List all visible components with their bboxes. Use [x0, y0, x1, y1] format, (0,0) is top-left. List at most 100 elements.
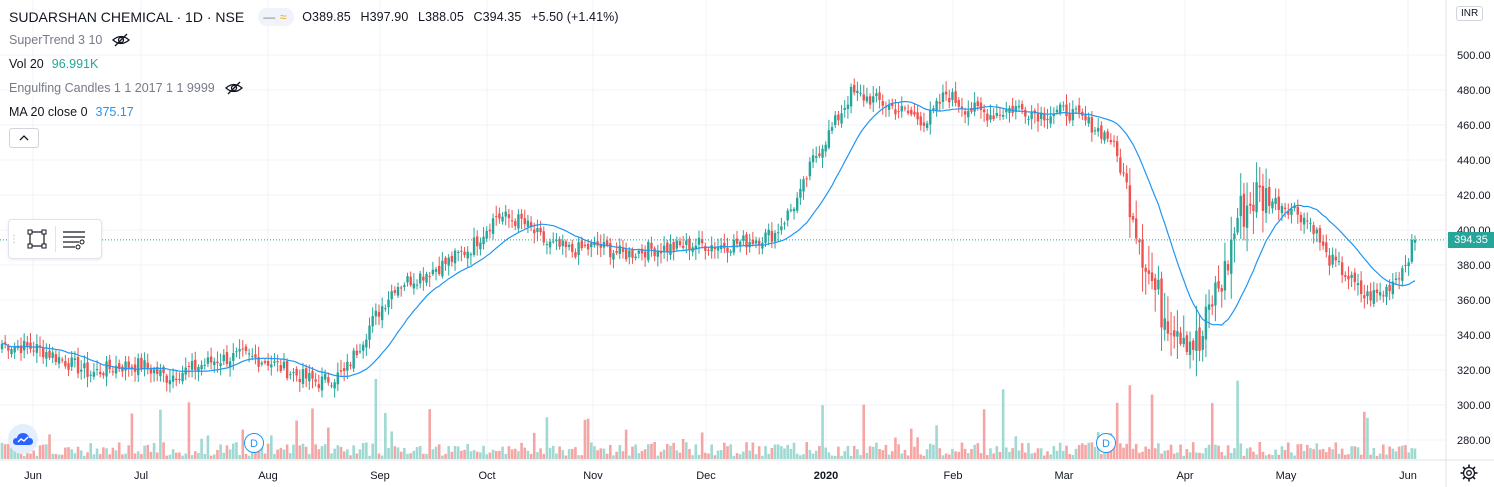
volume-bar	[371, 443, 374, 459]
candle-body	[254, 354, 257, 358]
volume-bar	[517, 451, 520, 459]
candle-body	[1173, 330, 1176, 337]
candle-body	[95, 369, 99, 371]
volume-bar	[723, 442, 726, 459]
candle-body	[640, 248, 644, 254]
volume-bar	[136, 451, 140, 459]
collapse-legend-button[interactable]	[9, 128, 39, 148]
engulfing-legend[interactable]: Engulfing Candles 1 1 2017 1 1 9999	[9, 78, 243, 98]
volume-bar	[599, 448, 603, 459]
ma-legend[interactable]: MA 20 close 0 375.17	[9, 102, 134, 122]
volume-bar	[415, 447, 419, 459]
volume-bar	[982, 409, 986, 459]
volume-bar	[406, 453, 409, 459]
drag-handle-icon[interactable]: ⋮	[9, 233, 19, 245]
y-tick-label: 320.00	[1457, 365, 1491, 377]
compare-icon[interactable]: ≈	[279, 10, 287, 24]
rectangle-tool-button[interactable]	[19, 223, 55, 255]
candle-body	[1131, 216, 1135, 220]
candle-body	[327, 377, 330, 383]
volume-bar	[966, 453, 970, 459]
candle-body	[187, 366, 191, 368]
hidden-eye-icon[interactable]	[224, 81, 243, 95]
candle-body	[773, 232, 777, 242]
volume-legend[interactable]: Vol 20 96.991K	[9, 54, 98, 74]
volume-bar	[143, 445, 146, 459]
drawing-toolbar[interactable]: ⋮	[8, 219, 102, 259]
candle-body	[1331, 254, 1334, 265]
gear-icon[interactable]	[1460, 464, 1478, 482]
candle-body	[105, 361, 108, 377]
candle-body	[688, 238, 691, 251]
volume-bar	[887, 454, 891, 459]
minus-icon[interactable]: —	[263, 10, 276, 24]
currency-label[interactable]: INR	[1456, 6, 1484, 21]
candle-body	[444, 257, 447, 265]
y-tick-label: 420.00	[1457, 190, 1491, 202]
candle-body	[1302, 217, 1306, 225]
volume-bar	[1033, 452, 1037, 459]
volume-bar	[659, 451, 663, 459]
candle-body	[156, 366, 159, 374]
volume-bar	[1100, 453, 1103, 459]
volume-bar	[570, 448, 574, 459]
volume-bar	[219, 444, 222, 459]
candle-body	[891, 103, 894, 107]
volume-bar	[323, 444, 327, 459]
y-tick-label: 460.00	[1457, 120, 1491, 132]
volume-bar	[1413, 448, 1417, 459]
dividend-event-marker[interactable]: D	[244, 433, 264, 453]
candle-body	[738, 241, 742, 246]
volume-bar	[311, 408, 314, 459]
supertrend-legend[interactable]: SuperTrend 3 10	[9, 30, 131, 50]
volume-bar	[384, 412, 387, 459]
volume-bar	[1261, 451, 1265, 459]
dividend-event-marker[interactable]: D	[1096, 433, 1116, 453]
volume-bar	[358, 449, 362, 459]
volume-bar	[279, 447, 283, 459]
volume-bar	[1280, 446, 1284, 459]
open-value: 389.85	[312, 10, 351, 24]
volume-bar	[605, 453, 609, 459]
candle-body	[868, 96, 872, 105]
candle-body	[1157, 279, 1160, 290]
volume-bar	[678, 452, 682, 459]
candle-body	[1188, 341, 1192, 355]
candle-body	[1201, 335, 1204, 350]
volume-bar	[428, 409, 432, 459]
volume-bar	[222, 452, 226, 459]
volume-bar	[1340, 448, 1344, 459]
volume-bar	[1020, 443, 1024, 459]
candle-body	[159, 369, 162, 377]
volume-bar	[666, 444, 669, 459]
candle-body	[963, 111, 967, 115]
volume-bar	[1226, 445, 1230, 459]
candle-body	[35, 344, 39, 353]
tradingview-logo[interactable]	[8, 424, 38, 454]
line-style-button[interactable]	[56, 223, 92, 255]
candle-body	[872, 96, 875, 103]
candle-body	[1404, 264, 1407, 266]
y-tick-label: 440.00	[1457, 155, 1491, 167]
hidden-eye-icon[interactable]	[112, 33, 131, 47]
candle-body	[1394, 278, 1398, 280]
volume-bar	[1198, 452, 1201, 459]
candle-body	[349, 364, 352, 366]
volume-bar	[989, 448, 992, 459]
x-tick-label: Oct	[478, 470, 495, 482]
symbol-title[interactable]: SUDARSHAN CHEMICAL · 1D · NSE	[9, 9, 245, 25]
volume-bar	[1321, 448, 1325, 459]
candle-body	[466, 251, 469, 259]
candle-body	[1410, 239, 1414, 262]
volume-bar	[1191, 442, 1195, 459]
volume-bar	[802, 454, 805, 459]
candle-body	[29, 342, 32, 350]
symbol-actions[interactable]: — ≈	[258, 8, 295, 26]
volume-bar	[1394, 451, 1398, 459]
candle-body	[178, 378, 181, 380]
volume-bar	[276, 449, 279, 459]
candle-body	[1271, 201, 1274, 209]
volume-bar	[608, 444, 612, 459]
symbol-legend: SUDARSHAN CHEMICAL · 1D · NSE — ≈ O389.8…	[9, 7, 619, 27]
